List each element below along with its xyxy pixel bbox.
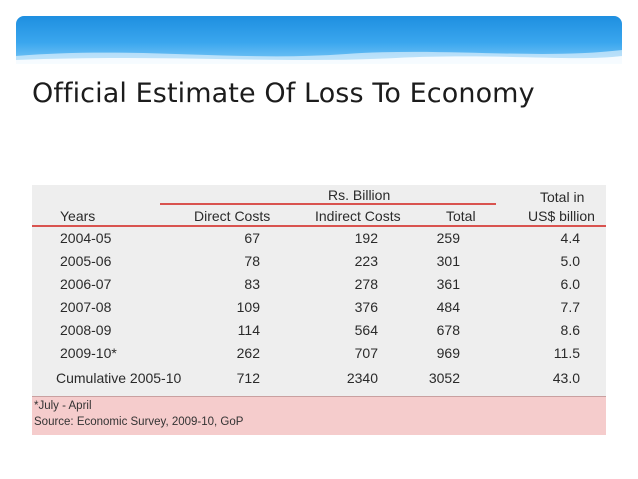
year-cell: 2009-10*	[60, 345, 117, 361]
direct-cost-cell: 712	[236, 370, 260, 386]
total-cell: 361	[436, 276, 460, 292]
footnote-source: Source: Economic Survey, 2009-10, GoP	[34, 416, 244, 428]
direct-cost-cell: 114	[237, 322, 260, 338]
indirect-cost-cell: 278	[354, 276, 378, 292]
header-indirect-costs: Indirect Costs	[315, 208, 401, 224]
usd-cell: 4.4	[560, 230, 580, 246]
group-header-rule	[160, 203, 496, 205]
indirect-cost-cell: 376	[354, 299, 378, 315]
total-cell: 259	[436, 230, 460, 246]
indirect-cost-cell: 564	[354, 322, 378, 338]
usd-cell: 7.7	[560, 299, 580, 315]
total-cell: 484	[436, 299, 460, 315]
direct-cost-cell: 109	[236, 299, 260, 315]
header-years: Years	[60, 208, 96, 224]
usd-header-line2: US$ billion	[528, 208, 595, 224]
direct-cost-cell: 78	[244, 253, 260, 269]
indirect-cost-cell: 192	[354, 230, 378, 246]
direct-cost-cell: 83	[244, 276, 260, 292]
usd-cell: 8.6	[560, 322, 580, 338]
usd-header-line1: Total in	[540, 189, 585, 205]
total-cell: 969	[436, 345, 460, 361]
column-header-rule	[32, 225, 606, 227]
usd-cell: 43.0	[552, 370, 580, 386]
header-total: Total	[446, 208, 476, 224]
rs-billion-group-header: Rs. Billion	[328, 187, 391, 203]
loss-estimate-table: Rs. Billion Total in US$ billion Years D…	[32, 185, 606, 435]
slide-title: Official Estimate Of Loss To Economy	[32, 78, 535, 109]
year-cell: 2008-09	[60, 322, 112, 338]
total-cell: 678	[436, 322, 460, 338]
direct-cost-cell: 67	[244, 230, 260, 246]
indirect-cost-cell: 2340	[346, 370, 378, 386]
title-banner	[16, 16, 622, 64]
year-cell: 2005-06	[60, 253, 112, 269]
usd-cell: 6.0	[560, 276, 580, 292]
header-direct-costs: Direct Costs	[194, 208, 271, 224]
year-cell: Cumulative 2005-10	[56, 370, 182, 386]
total-cell: 301	[436, 253, 460, 269]
footnote-area: *July - April Source: Economic Survey, 2…	[32, 396, 606, 435]
indirect-cost-cell: 707	[354, 345, 378, 361]
total-cell: 3052	[428, 370, 460, 386]
year-cell: 2004-05	[60, 230, 112, 246]
usd-cell: 11.5	[553, 345, 580, 361]
indirect-cost-cell: 223	[354, 253, 378, 269]
footnote-period: *July - April	[34, 400, 92, 412]
banner-wave-decoration	[16, 50, 622, 64]
year-cell: 2006-07	[60, 276, 112, 292]
year-cell: 2007-08	[60, 299, 112, 315]
direct-cost-cell: 262	[236, 345, 260, 361]
usd-cell: 5.0	[560, 253, 580, 269]
